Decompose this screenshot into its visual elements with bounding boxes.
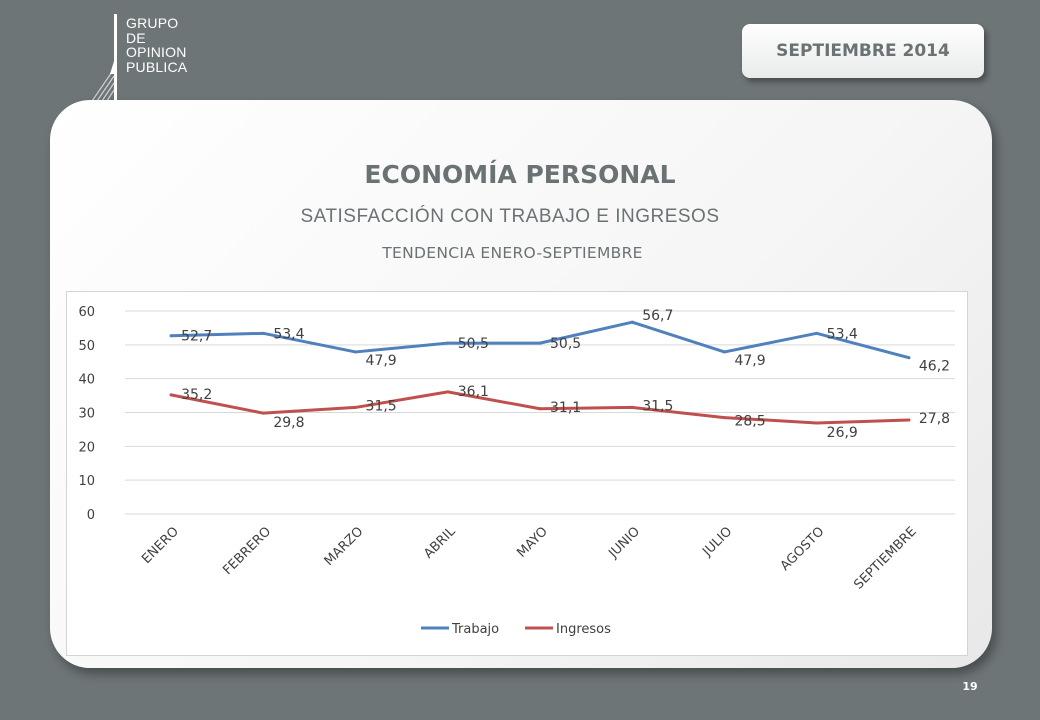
logo-line: GRUPO xyxy=(126,15,179,31)
data-label: 26,9 xyxy=(827,425,858,441)
data-point xyxy=(907,418,911,422)
slide-subtitle-trend: TENDENCIA ENERO-SEPTIEMBRE xyxy=(382,244,643,262)
data-label: 27,8 xyxy=(919,411,950,427)
date-badge: SEPTIEMBRE 2014 xyxy=(742,24,984,78)
data-point xyxy=(538,341,542,345)
x-tick-label: MARZO xyxy=(322,524,367,569)
y-tick-label: 10 xyxy=(78,474,95,489)
data-point xyxy=(261,411,265,415)
y-tick-label: 0 xyxy=(87,508,95,523)
data-label: 50,5 xyxy=(458,336,489,352)
data-label: 28,5 xyxy=(734,414,765,430)
x-tick-label: MAYO xyxy=(514,524,550,560)
chart-area: 0 10 20 30 40 50 60 ENERO FEBRERO MARZO ABRIL MAYO J… xyxy=(66,291,968,656)
data-label: 53,4 xyxy=(273,326,304,342)
x-tick-label: JULIO xyxy=(699,524,735,560)
slide-subtitle: SATISFACCIÓN CON TRABAJO E INGRESOS xyxy=(300,206,720,227)
data-label: 46,2 xyxy=(919,359,950,375)
data-label: 36,1 xyxy=(458,384,489,400)
y-tick-label: 20 xyxy=(78,440,95,455)
data-point xyxy=(630,405,634,409)
y-tick-label: 40 xyxy=(78,373,95,388)
x-tick-label: ENERO xyxy=(139,524,182,567)
data-point xyxy=(538,407,542,411)
x-tick-label: ABRIL xyxy=(421,524,459,562)
data-label: 47,9 xyxy=(366,353,397,369)
x-tick-label: SEPTIEMBRE xyxy=(851,524,919,592)
data-point xyxy=(815,421,819,425)
data-point xyxy=(815,331,819,335)
data-point xyxy=(722,416,726,420)
data-label: 31,5 xyxy=(642,398,673,414)
y-tick-label: 50 xyxy=(78,339,95,354)
y-tick-label: 60 xyxy=(78,305,95,320)
line-chart: 0 10 20 30 40 50 60 ENERO FEBRERO MARZO ABRIL MAYO J… xyxy=(78,305,955,637)
logo-line: OPINION xyxy=(126,44,187,60)
data-label: 50,5 xyxy=(550,336,581,352)
slide-title: ECONOMÍA PERSONAL xyxy=(364,160,676,189)
data-point xyxy=(907,356,911,360)
x-tick-label: AGOSTO xyxy=(778,524,828,574)
data-point xyxy=(261,331,265,335)
data-label: 31,1 xyxy=(550,400,581,416)
data-label: 31,5 xyxy=(366,398,397,414)
data-label: 53,4 xyxy=(827,326,858,342)
data-label: 29,8 xyxy=(273,415,304,431)
logo-line: DE xyxy=(126,29,146,46)
y-tick-label: 30 xyxy=(78,407,95,422)
data-point xyxy=(354,350,358,354)
logo-text: GRUPO DE OPINION PUBLICA xyxy=(126,16,187,74)
data-point xyxy=(169,334,173,338)
x-tick-label: FEBRERO xyxy=(220,524,274,578)
logo-line: PUBLICA xyxy=(126,58,188,75)
data-label: 56,7 xyxy=(642,308,673,324)
data-label: 35,2 xyxy=(181,387,212,403)
data-point xyxy=(354,405,358,409)
data-point xyxy=(446,341,450,345)
data-point xyxy=(630,320,634,324)
data-label: 47,9 xyxy=(734,353,765,369)
x-tick-label: JUNIO xyxy=(605,524,643,562)
legend-label: Ingresos xyxy=(556,622,611,637)
legend-label: Trabajo xyxy=(451,622,499,637)
page-number: 19 xyxy=(962,680,978,693)
data-point xyxy=(446,390,450,394)
data-point xyxy=(169,393,173,397)
data-label: 52,7 xyxy=(181,329,212,345)
data-point xyxy=(722,350,726,354)
